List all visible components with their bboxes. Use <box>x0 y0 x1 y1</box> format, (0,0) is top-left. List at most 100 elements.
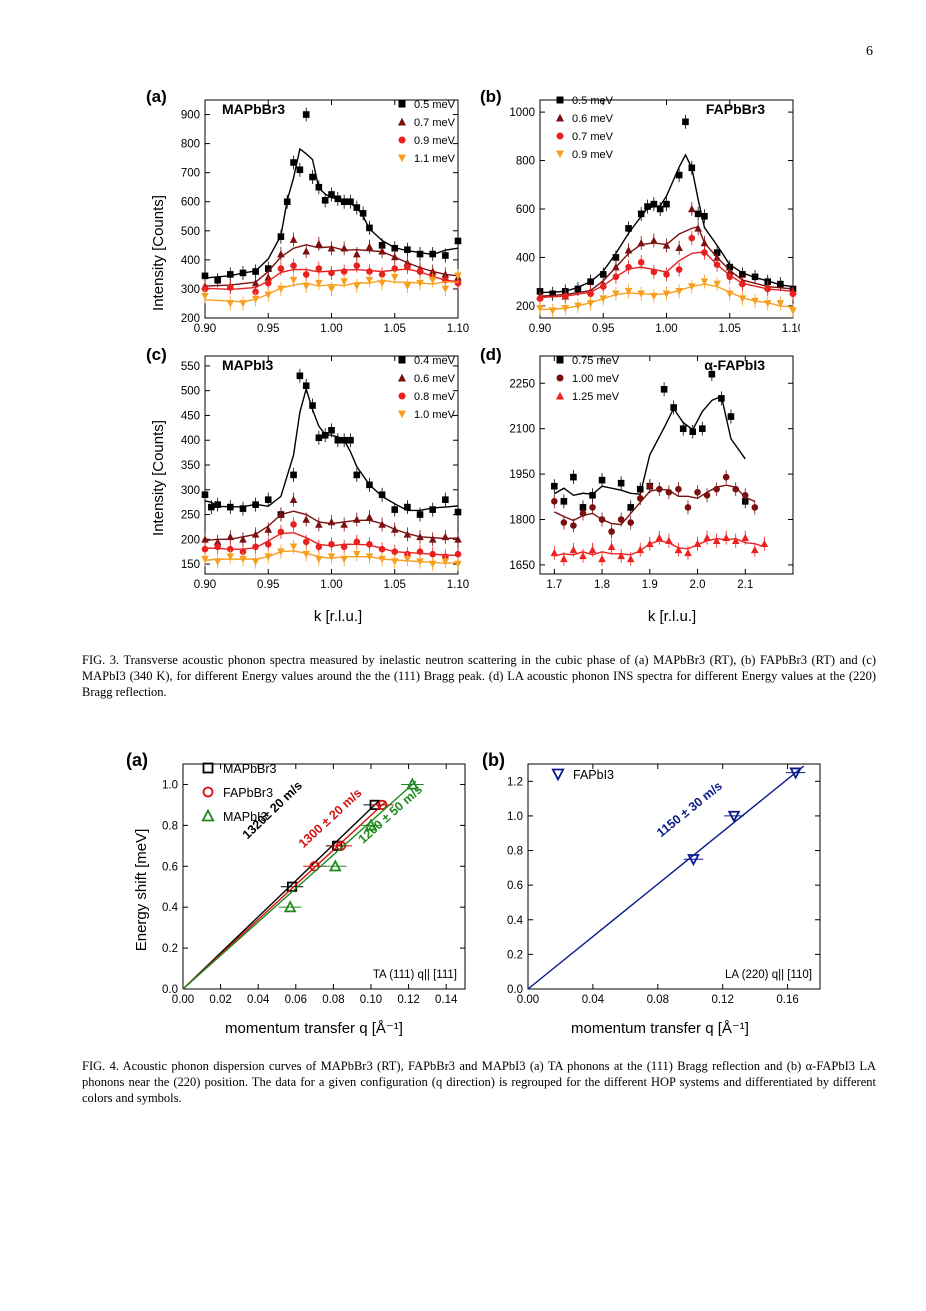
data-point <box>252 543 259 551</box>
data-point <box>699 425 706 432</box>
data-point <box>776 300 785 308</box>
y-tick-label: 600 <box>516 204 535 216</box>
fig3-ylabel-bottom: Intensity [Counts] <box>150 420 167 536</box>
legend-label: 0.7 meV <box>414 117 456 129</box>
data-point <box>365 553 374 561</box>
data-point <box>599 295 608 303</box>
legend-marker <box>556 96 564 104</box>
legend-label: FAPbI3 <box>573 768 614 782</box>
data-point <box>353 204 361 211</box>
x-tick-label: 0.95 <box>257 323 279 335</box>
data-point <box>289 276 298 285</box>
data-point <box>327 244 336 252</box>
data-point <box>656 485 663 493</box>
data-point <box>378 545 386 553</box>
data-point <box>625 263 632 271</box>
fit-curve <box>539 225 794 297</box>
data-point <box>574 302 582 310</box>
data-point <box>296 166 304 174</box>
data-point <box>700 278 709 286</box>
data-point <box>378 555 386 564</box>
x-tick-label: 0.14 <box>435 994 458 1006</box>
data-point <box>612 263 620 271</box>
x-tick-label: 2.0 <box>690 579 706 591</box>
data-point <box>335 840 347 851</box>
data-point <box>302 515 310 523</box>
data-point <box>327 285 336 293</box>
data-point <box>713 485 720 493</box>
data-point <box>675 171 683 179</box>
data-point <box>208 503 215 511</box>
data-point <box>406 777 419 790</box>
data-point <box>637 238 645 247</box>
data-point <box>340 278 348 286</box>
x-tick-label: 0.12 <box>711 994 733 1006</box>
x-tick-label: 2.1 <box>737 579 753 591</box>
x-tick-label: 1.05 <box>384 323 406 335</box>
data-point <box>302 538 310 546</box>
y-tick-label: 1.0 <box>162 779 178 791</box>
data-point <box>675 266 683 273</box>
data-point <box>703 491 711 499</box>
legend-label: 0.8 meV <box>414 391 456 403</box>
data-point <box>442 496 449 503</box>
data-point <box>713 280 721 289</box>
data-point <box>264 525 273 533</box>
data-point <box>290 521 297 528</box>
data-point <box>625 225 632 232</box>
data-point <box>416 268 424 275</box>
legend-label: 0.9 meV <box>414 135 456 147</box>
data-point <box>551 498 558 505</box>
x-tick-label: 0.06 <box>285 994 307 1006</box>
data-point <box>227 545 234 553</box>
data-point <box>599 271 607 278</box>
y-tick-label: 0.6 <box>507 880 523 892</box>
data-point <box>290 471 297 479</box>
data-point <box>560 519 568 526</box>
data-point <box>264 553 273 561</box>
y-tick-label: 150 <box>181 559 200 571</box>
legend-label: 1.0 meV <box>414 409 456 421</box>
data-point <box>441 285 450 293</box>
data-point <box>340 244 348 252</box>
data-point <box>569 545 578 554</box>
data-point <box>665 536 673 544</box>
data-point <box>315 265 323 272</box>
data-point <box>454 237 462 245</box>
data-point <box>574 285 582 293</box>
data-point <box>226 553 235 561</box>
data-point <box>726 273 734 281</box>
y-tick-label: 1.0 <box>507 811 523 823</box>
data-point <box>688 234 696 242</box>
data-point <box>353 538 361 546</box>
data-point <box>264 496 272 503</box>
data-point <box>549 290 556 298</box>
data-point <box>340 198 348 206</box>
legend-label: 0.75 meV <box>572 355 620 367</box>
y-tick-label: 700 <box>181 168 200 180</box>
x-tick-label: 0.08 <box>322 994 344 1006</box>
data-point <box>763 300 772 308</box>
data-point <box>289 543 298 551</box>
data-point <box>251 279 260 287</box>
data-point <box>391 265 399 272</box>
data-point <box>321 431 329 439</box>
y-tick-label: 2100 <box>509 424 535 436</box>
legend-label: 1.00 meV <box>572 373 620 385</box>
data-point <box>636 495 644 502</box>
data-point <box>416 279 424 288</box>
y-tick-label: 200 <box>181 534 200 546</box>
data-point <box>550 548 559 557</box>
legend-marker <box>397 117 407 126</box>
data-point <box>391 506 399 513</box>
data-point <box>328 191 335 198</box>
legend-marker <box>556 374 564 382</box>
data-point <box>727 810 741 823</box>
legend-marker <box>397 373 407 382</box>
y-tick-label: 0.8 <box>507 846 523 858</box>
panel-4b: 0.00 0.04 0.08 0.12 0.16 0.0 0.2 0.4 0.6 0.8 1.0 1.… <box>482 750 821 1006</box>
data-point <box>589 504 596 511</box>
y-tick-label: 500 <box>181 386 200 398</box>
data-point <box>334 436 342 444</box>
x-tick-label: 1.10 <box>447 579 469 591</box>
